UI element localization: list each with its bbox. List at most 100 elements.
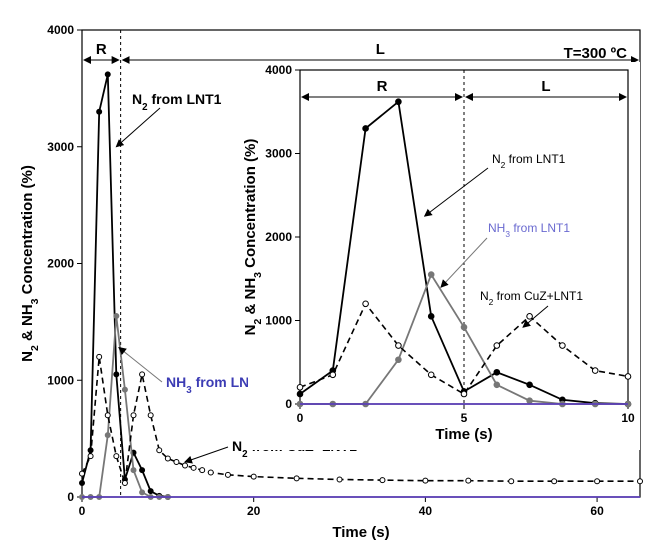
main-data-point	[173, 458, 180, 465]
main-data-point	[113, 453, 120, 460]
main-data-point	[164, 455, 171, 462]
inset-annotation-n2-lnt1: N2 from LNT1	[492, 152, 566, 170]
main-data-point	[104, 412, 111, 419]
main-data-point	[104, 432, 111, 439]
inset-data-point	[493, 381, 501, 389]
main-data-point	[130, 467, 137, 474]
inset-y-tick-label: 3000	[265, 147, 292, 161]
main-data-point	[422, 477, 429, 484]
main-data-point	[139, 371, 146, 378]
inset-data-point	[296, 390, 304, 398]
main-data-point	[96, 108, 103, 115]
inset-data-point	[296, 384, 304, 391]
inset-x-tick-label: 5	[461, 411, 468, 425]
inset-y-tick-label: 1000	[265, 314, 292, 328]
temperature-label: T=300 ºC	[564, 45, 628, 62]
inset-data-point	[559, 342, 566, 349]
main-data-point	[336, 476, 343, 483]
main-region-label-l: L	[376, 41, 385, 58]
main-data-point	[113, 313, 120, 320]
inset-chart: 0 5 10 0 1000 2000 3000 4000 R L Time (s) N2 & NH3 …	[242, 62, 640, 450]
inset-y-tick-label: 2000	[265, 230, 292, 244]
inset-annotation-arrow-n2-lnt1	[423, 167, 489, 217]
inset-data-point	[329, 371, 337, 379]
main-annotation-arrow-n2-lnt1	[115, 107, 161, 148]
main-x-tick-label: 0	[79, 504, 86, 518]
inset-x-tick-label: 10	[621, 411, 635, 425]
inset-data-point	[395, 98, 402, 106]
main-data-point	[139, 489, 146, 496]
main-data-point	[79, 470, 85, 477]
main-data-point	[293, 475, 300, 482]
main-data-point	[130, 412, 137, 419]
inset-data-point	[591, 367, 599, 374]
inset-y-tick-label: 0	[285, 397, 292, 411]
inset-annotation-n2-cuz-lnt1: N2 from CuZ+LNT1	[480, 289, 583, 307]
inset-data-point	[427, 313, 435, 320]
main-data-point	[465, 477, 472, 484]
main-y-axis-title: N2 & NH3 Concentration (%)	[19, 165, 41, 362]
main-data-point	[551, 478, 558, 485]
main-data-point	[147, 488, 154, 495]
inset-data-point	[460, 390, 468, 398]
inset-y-tick-label: 4000	[265, 63, 292, 77]
main-y-tick-label: 3000	[47, 140, 74, 154]
inset-data-point	[362, 125, 369, 132]
main-y-tick-label: 4000	[47, 23, 74, 37]
inset-annotation-arrow-n2-cuz-lnt1	[522, 305, 549, 328]
inset-data-point	[395, 342, 402, 349]
inset-data-point	[493, 342, 501, 349]
inset-data-point	[362, 300, 369, 308]
main-series-line-0	[81, 74, 168, 498]
main-y-tick-label: 1000	[47, 373, 74, 387]
main-data-point	[156, 447, 163, 454]
main-data-point	[379, 477, 386, 484]
main-data-point	[190, 464, 197, 471]
main-y-tick-label: 2000	[47, 257, 74, 271]
inset-annotation-nh3-lnt1: NH3 from LNT1	[488, 221, 570, 239]
main-data-point	[147, 412, 154, 419]
inset-data-point	[395, 356, 402, 364]
inset-x-tick-label: 0	[297, 411, 304, 425]
inset-region-label-r: R	[377, 78, 388, 95]
main-region-label-r: R	[96, 41, 107, 58]
main-y-tick-label: 0	[67, 490, 74, 504]
main-x-tick-label: 40	[419, 504, 433, 518]
inset-y-axis-title: N2 & NH3 Concentration (%)	[242, 139, 264, 336]
main-x-tick-label: 20	[247, 504, 261, 518]
main-annotation-n2-lnt1: N2 from LNT1	[132, 91, 222, 113]
main-annotation-arrow-nh3-lnt1	[118, 346, 163, 383]
main-data-point	[79, 479, 85, 486]
inset-x-axis-title: Time (s)	[435, 426, 492, 443]
main-data-point	[139, 467, 146, 474]
main-annotation-arrow-n2-cuz-lnt1	[184, 446, 229, 464]
main-data-point	[113, 371, 120, 378]
main-data-point	[121, 386, 128, 393]
main-data-point	[199, 467, 206, 474]
inset-data-point	[493, 368, 501, 376]
inset-data-point	[427, 371, 435, 379]
main-data-point	[224, 471, 231, 478]
main-data-point	[182, 462, 189, 469]
main-data-point	[121, 479, 128, 486]
inset-data-point	[427, 271, 435, 278]
inset-data-point	[460, 323, 468, 331]
main-data-point	[508, 478, 515, 485]
inset-annotation-arrow-nh3-lnt1	[440, 237, 488, 288]
inset-data-point	[624, 373, 632, 380]
inset-data-point	[526, 313, 533, 320]
inset-data-point	[526, 381, 533, 389]
main-data-point	[96, 353, 103, 360]
inset-data-point	[526, 397, 533, 404]
main-x-axis-title: Time (s)	[332, 524, 389, 541]
main-data-point	[250, 473, 257, 480]
main-annotation-nh3-lnt1: NH3 from LNT1	[166, 374, 266, 396]
main-data-point	[207, 469, 214, 476]
main-data-point	[104, 71, 111, 78]
inset-region-label-l: L	[541, 78, 550, 95]
main-data-point	[637, 478, 643, 485]
main-x-tick-label: 60	[590, 504, 604, 518]
